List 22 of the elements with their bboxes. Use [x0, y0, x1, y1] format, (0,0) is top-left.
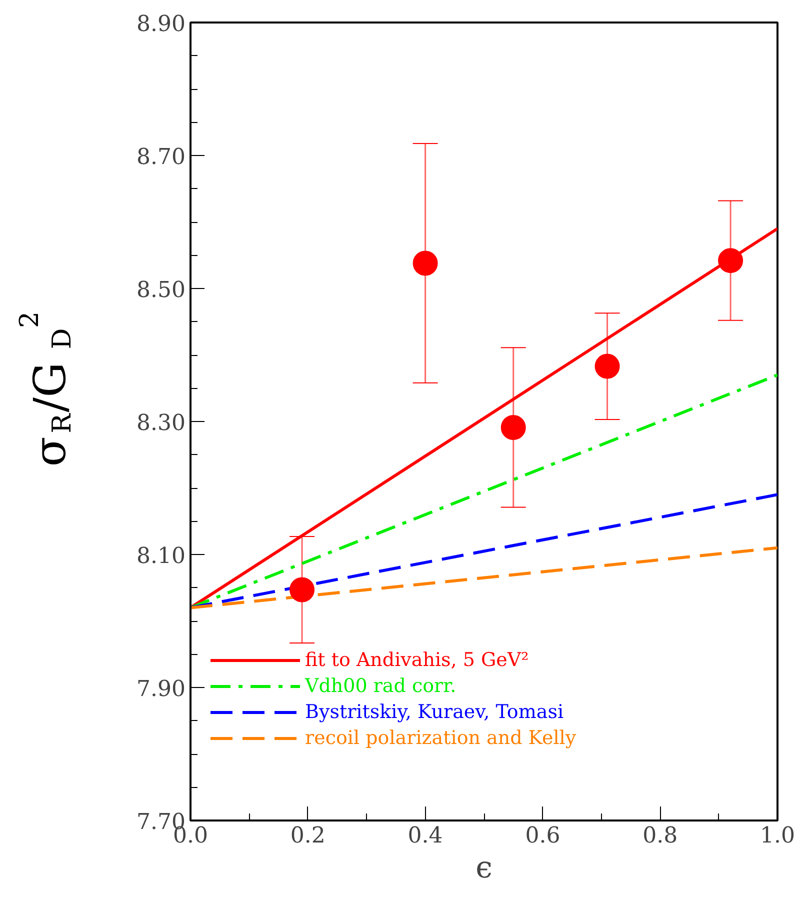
y-tick-label: 8.10 — [136, 544, 186, 569]
legend-label: fit to Andivahis, 5 GeV² — [305, 648, 529, 672]
legend-label: recoil polarization and Kelly — [305, 726, 576, 750]
point — [500, 415, 526, 440]
x-tick-label: 0.6 — [525, 824, 560, 848]
y-tick-label: 8.30 — [136, 411, 186, 436]
legend-label: Vdh00 rad corr. — [305, 674, 456, 698]
x-tick-label: 1.0 — [760, 824, 796, 848]
point — [412, 250, 438, 276]
y-axis-title: σR/GD2 — [15, 312, 78, 467]
point — [594, 354, 620, 379]
y-tick-label: 8.90 — [136, 12, 186, 37]
x-axis-title: ϵ — [476, 850, 492, 886]
y-tick-label: 8.50 — [136, 278, 186, 303]
y-tick-label: 8.70 — [136, 145, 186, 170]
legend-label: Bystritskiy, Kuraev, Tomasi — [305, 700, 564, 724]
point — [290, 577, 315, 602]
x-tick-label: 0.2 — [290, 824, 326, 848]
x-tick-label: 0.4 — [408, 824, 443, 848]
y-tick-label: 7.90 — [136, 677, 186, 702]
x-tick-label: 0.8 — [642, 824, 678, 848]
point — [718, 248, 744, 274]
